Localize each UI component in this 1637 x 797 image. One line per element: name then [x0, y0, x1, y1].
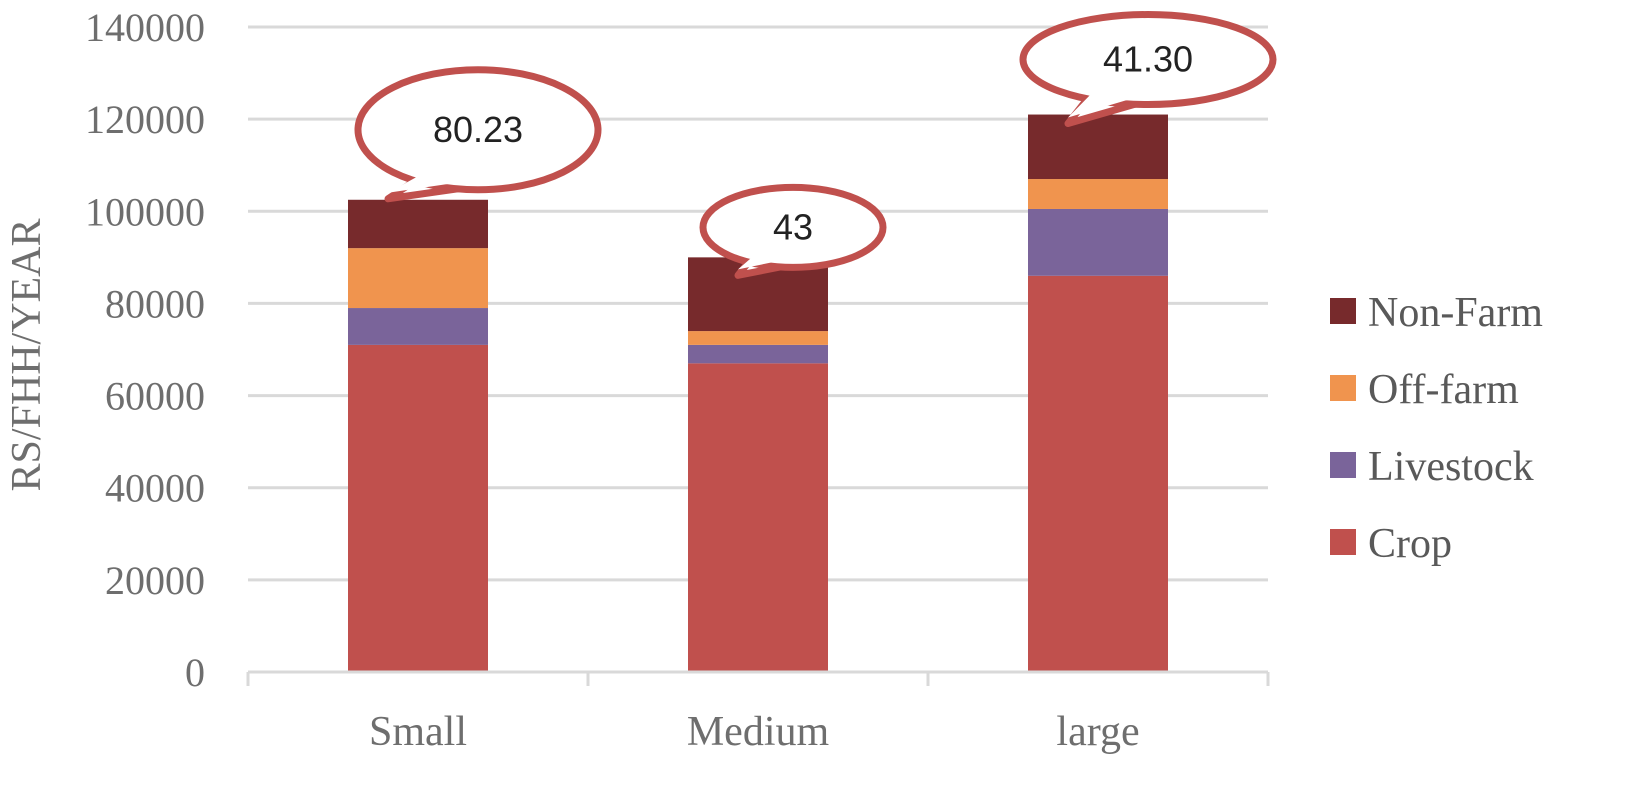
bar-segment-livestock-medium: [688, 344, 828, 364]
x-category-label: Small: [369, 709, 467, 755]
callout-label: 41.30: [1103, 39, 1193, 80]
y-tick-label: 0: [185, 650, 205, 695]
callout-bubble: [354, 66, 602, 194]
bar-segment-off-farm-large: [1028, 179, 1168, 209]
bar-segment-crop-medium: [688, 363, 828, 672]
legend-label-crop: Crop: [1368, 521, 1452, 567]
legend-swatch-non-farm: [1330, 298, 1356, 324]
callout-tail-fill: [738, 253, 787, 270]
x-category-label: large: [1056, 709, 1139, 755]
legend-label-livestock: Livestock: [1368, 444, 1534, 490]
legend-swatch-crop: [1330, 529, 1356, 555]
bar-segment-off-farm-medium: [688, 331, 828, 345]
legend-label-off-farm: Off-farm: [1368, 367, 1519, 413]
legend-label-non-farm: Non-Farm: [1368, 290, 1543, 336]
callout-bubble: [1019, 11, 1277, 109]
bar-segment-livestock-small: [348, 308, 488, 345]
bar-segment-crop-small: [348, 344, 488, 672]
bar-segment-livestock-large: [1028, 208, 1168, 276]
y-tick-label: 120000: [85, 97, 205, 142]
x-category-labels: Small Medium large: [369, 709, 1140, 755]
callout-tail-fill: [1068, 89, 1140, 118]
y-tick-label: 60000: [105, 374, 205, 419]
callout-label: 43: [773, 206, 813, 247]
callouts: 80.23 43 41.30: [354, 11, 1277, 279]
y-tick-label: 40000: [105, 466, 205, 511]
y-tick-label: 100000: [85, 189, 205, 234]
legend-swatch-off-farm: [1330, 375, 1356, 401]
bar-segment-non-farm-small: [348, 199, 488, 249]
y-tick-label: 80000: [105, 281, 205, 326]
y-tick-label: 140000: [85, 5, 205, 50]
x-category-label: Medium: [687, 709, 830, 755]
callout-label: 80.23: [433, 109, 523, 150]
axes: [246, 670, 1270, 686]
callout-tail-fill: [388, 170, 470, 193]
y-tick-labels: 0 20000 40000 60000 80000 100000 120000 140000: [85, 5, 205, 695]
legend: Non-Farm Off-farm Livestock Crop: [1330, 290, 1543, 567]
legend-swatch-livestock: [1330, 452, 1356, 478]
y-tick-label: 20000: [105, 558, 205, 603]
bar-segment-crop-large: [1028, 275, 1168, 672]
callout-bubble: [699, 183, 887, 271]
bar-segment-off-farm-small: [348, 248, 488, 309]
y-axis-title: RS/FHH/YEAR: [4, 218, 50, 491]
bar-segment-non-farm-large: [1028, 114, 1168, 180]
bars: [348, 114, 1168, 672]
